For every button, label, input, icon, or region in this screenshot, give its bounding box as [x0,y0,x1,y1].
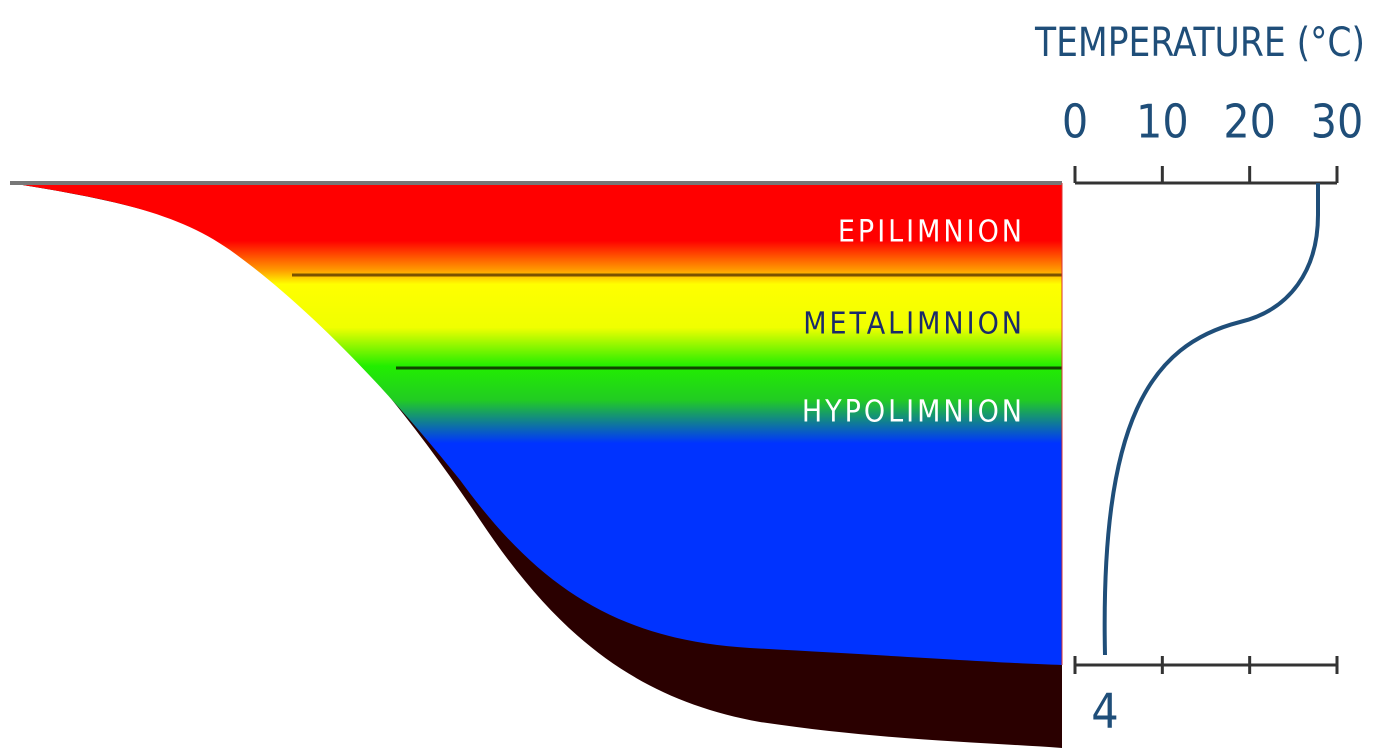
tick-label: 10 [1136,95,1189,149]
water [10,183,1062,665]
temperature-profile [1102,183,1320,656]
layer-label: EPILIMNION [838,215,1025,250]
layer-label: HYPOLIMNION [802,395,1025,430]
layer-label: METALIMNION [803,307,1025,342]
tick-label: 20 [1223,95,1276,149]
temperature-axis [1075,181,1337,667]
tick-label: 0 [1062,95,1088,149]
axis-title: TEMPERATURE (°C) [1034,20,1365,66]
bottom-label: 4 [1091,684,1118,740]
tick-label: 30 [1311,95,1364,149]
